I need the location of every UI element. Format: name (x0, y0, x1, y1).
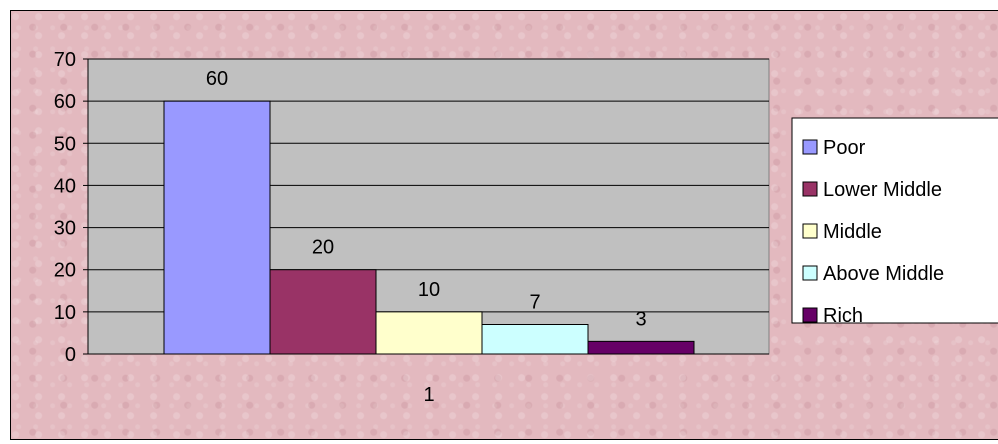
legend-swatch (802, 265, 818, 281)
legend-swatch (802, 181, 818, 197)
x-tick-label: 1 (423, 384, 434, 406)
legend-swatch (802, 223, 818, 239)
legend-label: Above Middle (823, 263, 944, 285)
data-label: 60 (206, 68, 228, 90)
bar-rich (587, 340, 695, 355)
legend-label: Lower Middle (823, 179, 942, 201)
y-tick-label: 10 (54, 302, 76, 324)
y-tick-label: 20 (54, 260, 76, 282)
legend-swatch (802, 139, 818, 155)
bar-middle (375, 311, 483, 355)
legend-label: Rich (823, 305, 863, 327)
data-label: 10 (418, 279, 440, 301)
y-tick-label: 50 (54, 133, 76, 155)
bar-poor (163, 100, 271, 355)
legend-label: Poor (823, 137, 866, 159)
legend-label: Middle (823, 221, 882, 243)
y-tick-label: 40 (54, 175, 76, 197)
data-label: 20 (312, 237, 334, 259)
y-tick-label: 70 (54, 49, 76, 71)
legend-swatch (802, 307, 818, 323)
chart-frame: 0 10 20 30 40 50 60 70 60 20 10 7 3 1 Poor Lower Middle… (10, 10, 998, 440)
bar-chart: 0 10 20 30 40 50 60 70 60 20 10 7 3 1 Poor Lower Middle… (54, 49, 998, 406)
y-tick-label: 0 (65, 344, 76, 366)
bar-lower-middle (269, 269, 377, 355)
bar-above-middle (481, 324, 589, 355)
data-label: 3 (635, 308, 646, 330)
y-tick-label: 30 (54, 218, 76, 240)
legend (791, 117, 998, 324)
y-tick-label: 60 (54, 91, 76, 113)
data-label: 7 (529, 292, 540, 314)
